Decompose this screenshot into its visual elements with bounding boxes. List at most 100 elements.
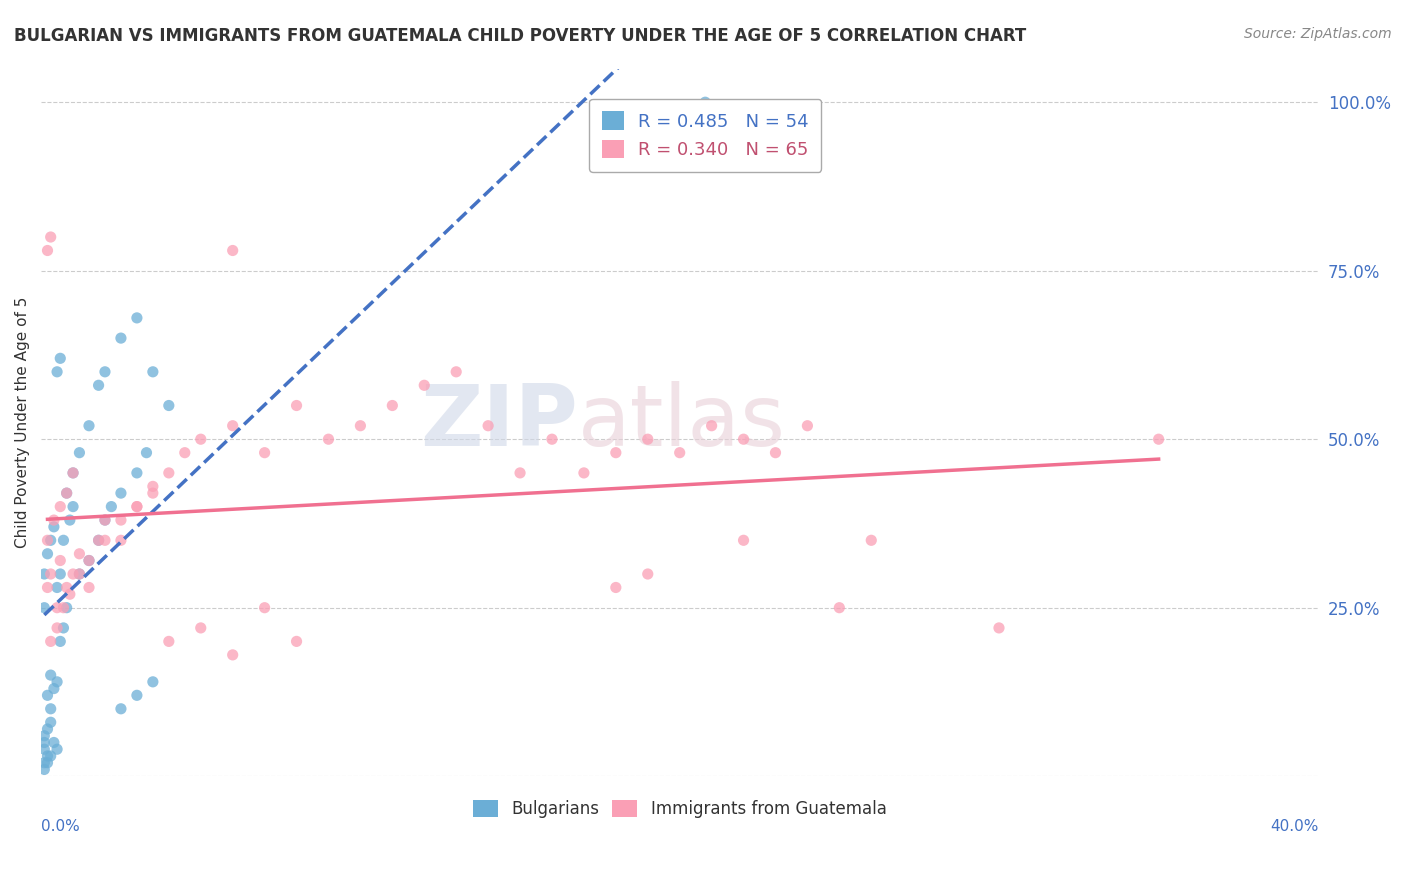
Point (637, 566, 659, 581)
Point (142, 486, 165, 500)
Point (221, 244, 243, 258)
Point (37, 581, 59, 595)
Point (49, 351, 72, 366)
Text: ZIP: ZIP (420, 381, 578, 464)
Point (59, 513, 82, 527)
Text: 40.0%: 40.0% (1270, 819, 1319, 834)
Point (34, 729, 56, 743)
Point (37, 533, 59, 548)
Point (173, 445, 195, 459)
Point (157, 399, 180, 413)
Point (142, 674, 165, 689)
Point (49, 500, 72, 514)
Point (142, 479, 165, 493)
Point (110, 702, 132, 716)
Point (55, 581, 77, 595)
Point (62, 500, 84, 514)
Point (668, 445, 690, 459)
Point (77, 418, 100, 433)
Point (828, 600, 851, 615)
Point (509, 466, 531, 480)
Point (125, 466, 148, 480)
Point (860, 533, 883, 548)
Point (34, 756, 56, 770)
Point (94, 513, 117, 527)
Point (34, 763, 56, 777)
Point (46, 600, 69, 615)
Point (49, 566, 72, 581)
Point (67, 566, 90, 581)
Point (34, 600, 56, 615)
Point (55, 486, 77, 500)
Point (87, 533, 110, 548)
Point (695, 95, 717, 110)
Point (318, 432, 340, 446)
Point (110, 513, 132, 527)
Point (605, 445, 627, 459)
Point (94, 365, 117, 379)
Point (77, 553, 100, 567)
Point (39, 533, 62, 548)
Point (285, 634, 308, 648)
Point (637, 432, 659, 446)
Point (541, 432, 564, 446)
Point (37, 547, 59, 561)
Point (37, 749, 59, 764)
Point (125, 310, 148, 325)
Point (49, 634, 72, 648)
Point (39, 668, 62, 682)
Point (37, 688, 59, 702)
Point (34, 735, 56, 749)
Text: 0.0%: 0.0% (41, 819, 80, 834)
Point (77, 553, 100, 567)
Point (46, 674, 69, 689)
Point (42, 513, 65, 527)
Point (52, 600, 75, 615)
Point (988, 621, 1011, 635)
Point (413, 378, 436, 392)
Point (42, 735, 65, 749)
Point (1147, 432, 1170, 446)
Point (605, 581, 627, 595)
Point (94, 513, 117, 527)
Point (46, 581, 69, 595)
Legend: Bulgarians, Immigrants from Guatemala: Bulgarians, Immigrants from Guatemala (467, 793, 893, 824)
Y-axis label: Child Poverty Under the Age of 5: Child Poverty Under the Age of 5 (15, 297, 30, 548)
Point (37, 722, 59, 736)
Point (77, 581, 100, 595)
Point (34, 566, 56, 581)
Point (46, 742, 69, 756)
Point (733, 533, 755, 548)
Point (190, 621, 212, 635)
Point (39, 634, 62, 648)
Point (94, 533, 117, 548)
Point (62, 466, 84, 480)
Point (59, 587, 82, 601)
Point (700, 418, 723, 433)
Point (52, 621, 75, 635)
Point (42, 520, 65, 534)
Point (221, 418, 243, 433)
Point (52, 533, 75, 548)
Point (100, 500, 122, 514)
Point (796, 418, 818, 433)
Point (87, 533, 110, 548)
Point (253, 445, 276, 459)
Point (67, 445, 90, 459)
Point (110, 533, 132, 548)
Point (39, 715, 62, 730)
Point (42, 681, 65, 696)
Point (125, 500, 148, 514)
Point (349, 418, 371, 433)
Point (37, 756, 59, 770)
Point (62, 466, 84, 480)
Point (87, 378, 110, 392)
Point (125, 688, 148, 702)
Point (253, 600, 276, 615)
Point (110, 331, 132, 345)
Point (285, 399, 308, 413)
Point (190, 432, 212, 446)
Point (444, 365, 467, 379)
Point (55, 486, 77, 500)
Point (477, 418, 499, 433)
